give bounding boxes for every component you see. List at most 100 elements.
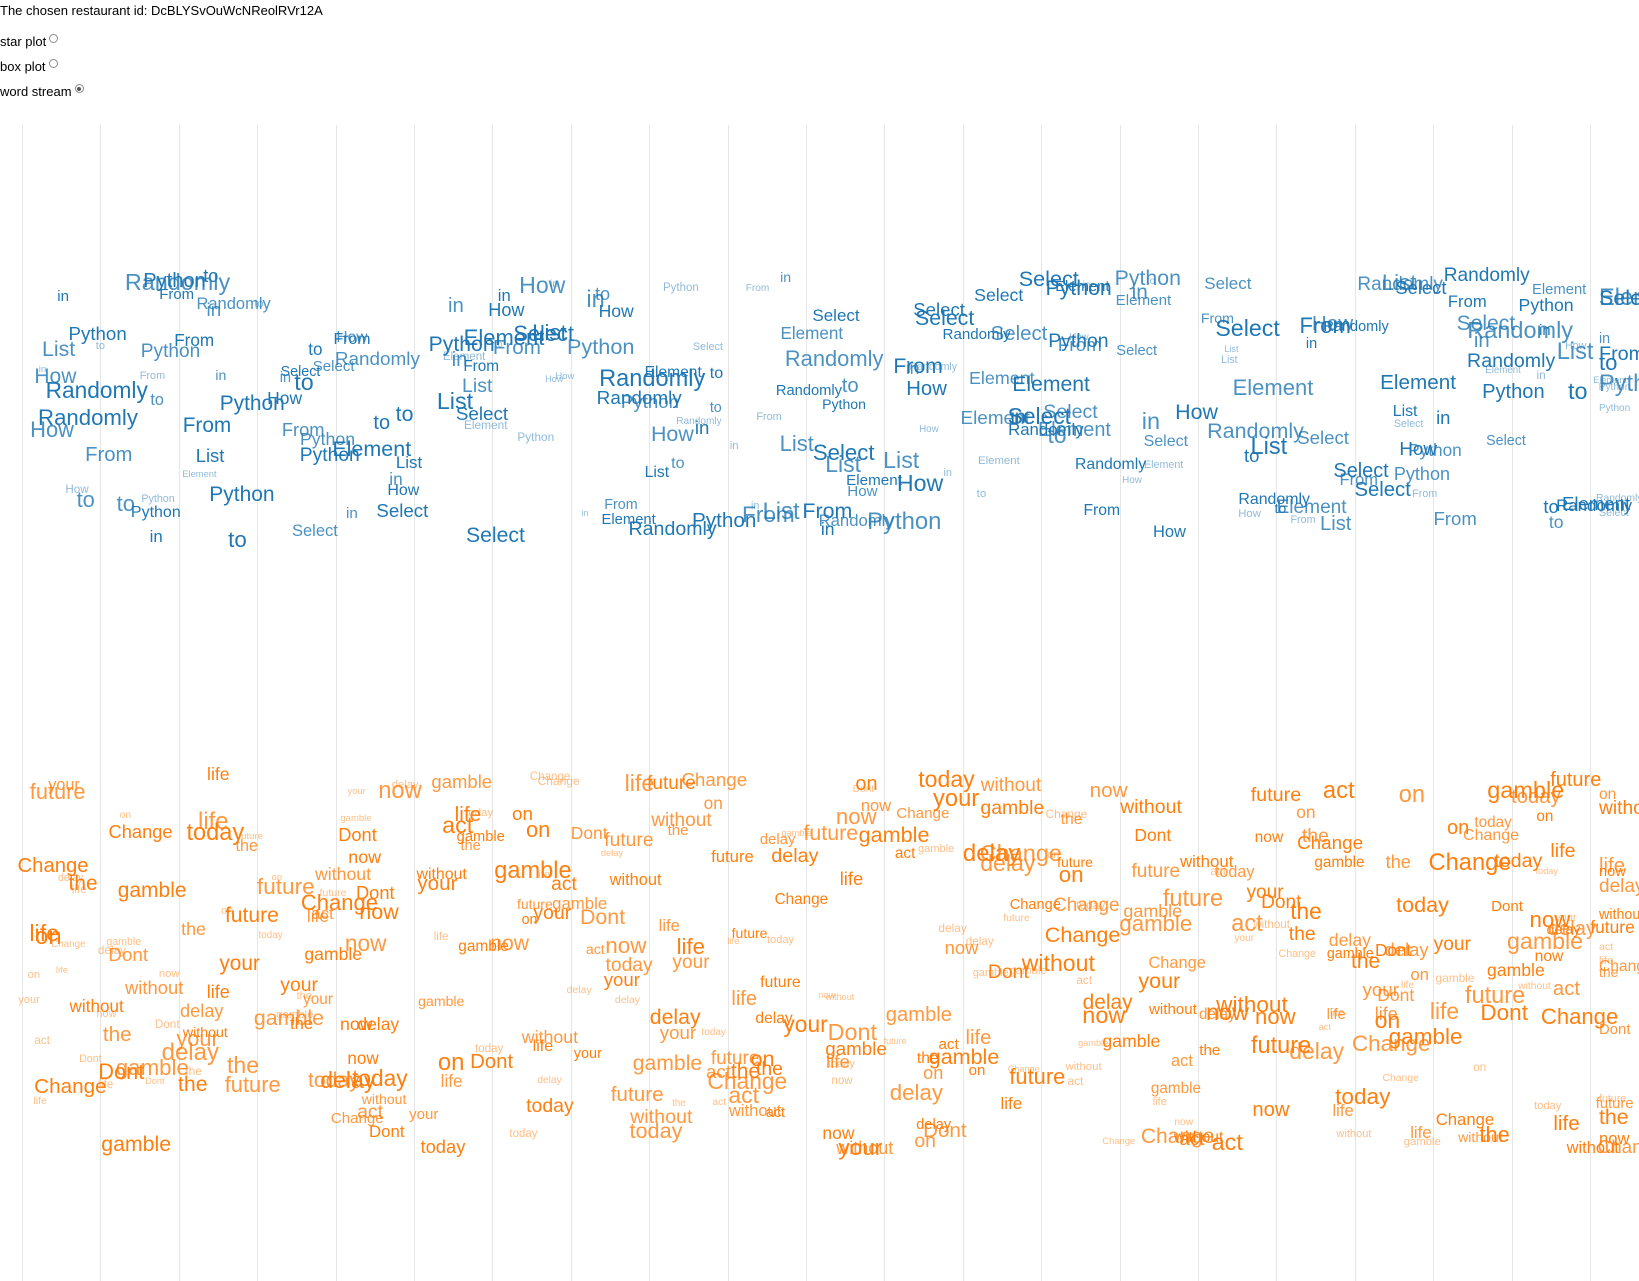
stream-word: the xyxy=(296,990,312,1003)
stream-word: today xyxy=(420,1136,466,1158)
option-star-plot-label: star plot xyxy=(0,34,47,49)
stream-word: Randomly xyxy=(1443,264,1530,286)
stream-word: your xyxy=(659,1022,697,1044)
stream-word: without xyxy=(728,1101,782,1121)
option-box-plot[interactable]: box plot xyxy=(0,59,58,74)
stream-word: life xyxy=(1599,955,1614,968)
stream-word: now xyxy=(605,933,647,959)
grid-line xyxy=(806,125,807,1281)
stream-word: gamble xyxy=(1009,965,1047,978)
stream-word: act xyxy=(34,1033,51,1048)
stream-word: delay xyxy=(771,845,819,867)
stream-word: Randomly xyxy=(818,511,894,531)
stream-word: List xyxy=(532,320,567,346)
stream-word: How xyxy=(1399,438,1437,460)
stream-word: in xyxy=(38,363,47,375)
stream-word: Change xyxy=(707,1068,788,1095)
stream-word: Randomly xyxy=(1008,420,1084,440)
star-plot-radio[interactable] xyxy=(49,34,59,43)
stream-word: From xyxy=(492,336,541,360)
stream-word: Python xyxy=(209,482,275,506)
stream-word: Randomly xyxy=(124,269,231,296)
stream-word: act xyxy=(1318,1021,1331,1033)
stream-word: Element xyxy=(977,455,1020,468)
stream-word: Randomly xyxy=(676,415,722,427)
stream-word: in xyxy=(215,367,227,384)
stream-word: delay xyxy=(1547,918,1596,941)
stream-word: Randomly xyxy=(1075,455,1147,473)
stream-word: Randomly xyxy=(1207,418,1304,443)
stream-word: today xyxy=(186,819,245,846)
stream-word: Change xyxy=(1463,827,1520,845)
stream-word: Change xyxy=(300,890,378,916)
word-stream-radio[interactable] xyxy=(74,84,84,93)
stream-word: in xyxy=(1305,336,1318,353)
stream-word: life xyxy=(1599,855,1626,878)
stream-word: Python xyxy=(691,508,757,532)
stream-word: List xyxy=(883,446,920,473)
stream-word: on xyxy=(1374,1006,1401,1033)
stream-word: gamble xyxy=(885,1004,953,1027)
stream-word: Python xyxy=(1045,275,1112,300)
stream-word: life xyxy=(1329,1007,1345,1020)
stream-word: Element xyxy=(780,324,844,344)
option-word-stream[interactable]: word stream xyxy=(0,84,84,99)
stream-word: your xyxy=(573,1045,602,1062)
stream-word: Select xyxy=(692,341,723,354)
stream-word: to xyxy=(976,487,987,500)
stream-word: Element xyxy=(644,363,702,381)
stream-word: the xyxy=(1290,898,1322,925)
stream-word: to xyxy=(373,412,391,435)
option-star-plot[interactable]: star plot xyxy=(0,34,59,49)
stream-word: future xyxy=(1057,853,1093,870)
stream-word: to xyxy=(709,364,724,383)
stream-word: in xyxy=(345,504,358,522)
stream-word: delay xyxy=(1599,876,1639,898)
stream-word: delay xyxy=(600,848,624,859)
stream-word: the xyxy=(1599,1104,1629,1129)
stream-word: Randomly xyxy=(1467,350,1556,373)
stream-word: the xyxy=(1385,852,1411,873)
stream-word: Change xyxy=(1435,1109,1495,1129)
stream-word: Select xyxy=(812,305,860,325)
stream-word: How xyxy=(1238,507,1261,520)
stream-word: in xyxy=(581,508,589,519)
stream-word: How xyxy=(336,328,368,346)
stream-word: Element xyxy=(1276,497,1347,519)
stream-word: today xyxy=(701,1026,726,1038)
stream-word: in xyxy=(149,526,163,546)
stream-word: Randomly xyxy=(1323,319,1389,336)
stream-word: today xyxy=(1396,892,1449,918)
stream-word: Change xyxy=(1148,953,1206,972)
stream-word: delay xyxy=(1328,930,1372,951)
stream-word: future xyxy=(1595,1096,1634,1113)
stream-word: gamble xyxy=(1487,776,1565,803)
stream-word: Select xyxy=(915,306,975,331)
stream-word: Select xyxy=(1599,286,1639,311)
stream-word: Select xyxy=(1456,311,1516,335)
stream-word: delay xyxy=(980,849,1036,876)
stream-word: How xyxy=(65,483,89,497)
stream-word: Element xyxy=(1055,279,1110,296)
stream-word: gamble xyxy=(253,1005,324,1030)
stream-word: Change xyxy=(1597,1136,1639,1158)
stream-word: life xyxy=(731,987,758,1010)
stream-word: future xyxy=(224,1072,281,1098)
stream-word: today xyxy=(258,930,283,942)
grid-line xyxy=(1590,125,1591,1281)
stream-word: List xyxy=(762,497,800,525)
stream-word: Select xyxy=(974,285,1024,306)
stream-word: delay xyxy=(649,1004,701,1029)
stream-word: your xyxy=(838,1134,883,1160)
stream-word: your xyxy=(1234,932,1255,944)
stream-word: without xyxy=(182,1025,228,1042)
stream-word: in xyxy=(497,285,511,305)
stream-word: From xyxy=(742,502,795,528)
stream-word: delay xyxy=(357,1013,400,1034)
stream-word: act xyxy=(894,844,916,862)
box-plot-radio[interactable] xyxy=(48,59,58,68)
stream-word: Select xyxy=(312,358,355,376)
stream-word: Element xyxy=(1232,374,1314,400)
stream-word: to xyxy=(116,491,135,517)
stream-word: future xyxy=(1250,784,1302,807)
